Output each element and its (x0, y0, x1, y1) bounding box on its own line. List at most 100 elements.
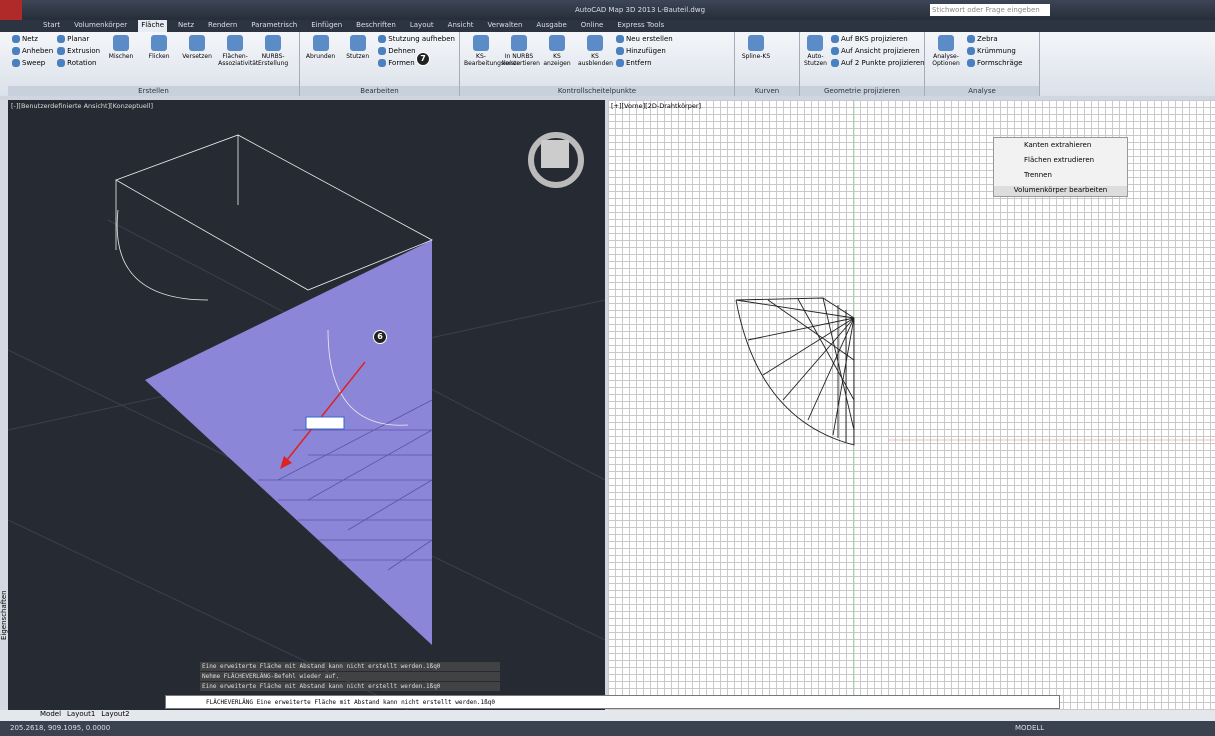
large-button[interactable]: Analyse-Optionen (929, 35, 963, 93)
small-button[interactable]: Rotation (57, 59, 100, 67)
large-button[interactable]: KS ausblenden (578, 35, 613, 93)
button-column: Netz Anheben Sweep (12, 35, 53, 93)
button-label: Versetzen (182, 53, 212, 60)
panel-label: Kurven (735, 86, 799, 96)
large-button[interactable]: NURBS-Erstellung (256, 35, 290, 93)
ribbon-tab[interactable]: Ausgabe (536, 21, 567, 29)
button-label: In NURBS konvertieren (502, 53, 540, 67)
button-label: KS-Bearbeitungsleiste (464, 53, 521, 67)
large-button[interactable]: Auto-Stutzen (804, 35, 827, 93)
button-label: Zebra (977, 35, 998, 43)
button-column: Zebra Krümmung Formschräge (967, 35, 1022, 93)
button-label: Planar (67, 35, 90, 43)
button-label: Netz (22, 35, 38, 43)
ribbon-tab[interactable]: Verwalten (487, 21, 523, 29)
button-label: Dehnen (388, 47, 416, 55)
ribbon-tab[interactable]: Start (43, 21, 61, 29)
panel-item[interactable]: Kanten extrahieren (1024, 141, 1092, 149)
layout-tab[interactable]: Layout2 (101, 710, 130, 718)
small-button[interactable]: Hinzufügen (616, 47, 673, 55)
small-button[interactable]: Auf 2 Punkte projizieren (830, 59, 925, 67)
window-title: AutoCAD Map 3D 2013 L-Bauteil.dwg (575, 6, 706, 14)
history-line: Eine erweiterte Fläche mit Abstand kann … (200, 662, 500, 671)
small-button[interactable]: Krümmung (967, 47, 1022, 55)
large-button[interactable]: In NURBS konvertieren (502, 35, 540, 93)
large-button[interactable]: Versetzen (180, 35, 214, 93)
ribbon-panel: Analyse-Optionen Zebra Krümmung Formschräge… (925, 32, 1040, 96)
viewport-2d[interactable]: [+][Vorne][2D-Drahtkörper] (608, 100, 1215, 710)
ribbon-tab[interactable]: Online (580, 21, 604, 29)
small-button[interactable]: Dehnen (378, 47, 455, 55)
button-label: Auto-Stutzen (804, 53, 827, 67)
small-button[interactable]: Auf BKS projizieren (830, 35, 925, 43)
large-button[interactable]: Flächen-Assoziativität (218, 35, 258, 93)
button-label: Formen (388, 59, 415, 67)
ribbon-tab[interactable]: Volumenkörper (74, 21, 128, 29)
surface (145, 240, 432, 645)
callout: 6 (373, 330, 387, 344)
button-label: Mischen (108, 53, 134, 60)
button-label: Extrusion (67, 47, 101, 55)
large-button[interactable]: Abrunden (304, 35, 337, 93)
history-line: Eine erweiterte Fläche mit Abstand kann … (200, 682, 500, 691)
panel-label: Erstellen (8, 86, 299, 96)
small-button[interactable]: Zebra (967, 35, 1022, 43)
ribbon-tab[interactable]: Einfügen (311, 21, 343, 29)
search-box[interactable]: Stichwort oder Frage eingeben (930, 4, 1050, 16)
ribbon-tab[interactable]: Layout (409, 21, 434, 29)
button-label: Spline-KS (741, 53, 771, 60)
button-label: Sweep (22, 59, 46, 67)
large-button[interactable]: KS-Bearbeitungsleiste (464, 35, 520, 93)
ribbon-tab[interactable]: Beschriften (356, 21, 396, 29)
small-button[interactable]: Neu erstellen (616, 35, 673, 43)
panel-item[interactable]: Trennen (1024, 171, 1052, 179)
viewport-3d[interactable]: [-][Benutzerdefinierte Ansicht][Konzeptu… (8, 100, 605, 710)
button-column: Planar Extrusion Rotation (57, 35, 100, 93)
ribbon-tab[interactable]: Ansicht (447, 21, 474, 29)
ribbon-tab[interactable]: Netz (178, 21, 195, 29)
viewport-label: [+][Vorne][2D-Drahtkörper] (611, 102, 702, 110)
palette-label[interactable]: Eigenschaften (0, 590, 8, 640)
small-button[interactable]: Netz (12, 35, 53, 43)
small-button[interactable]: Entfern (616, 59, 673, 67)
palette-strip: Eigenschaften (0, 100, 8, 710)
app-button[interactable] (0, 0, 22, 20)
small-button[interactable]: Planar (57, 35, 100, 43)
small-button[interactable]: Formen (378, 59, 455, 67)
button-label: Hinzufügen (626, 47, 666, 55)
large-button[interactable]: Mischen (104, 35, 138, 93)
small-button[interactable]: Formschräge (967, 59, 1022, 67)
button-column: Stutzung aufheben Dehnen Formen (378, 35, 455, 93)
large-button[interactable]: KS anzeigen (540, 35, 574, 93)
ribbon-tab[interactable]: Rendern (208, 21, 238, 29)
status-bar: 205.2618, 909.1095, 0.0000 MODELL (0, 721, 1215, 736)
layout-tab[interactable]: Model (40, 710, 62, 718)
ribbon-tab[interactable]: Express Tools (617, 21, 665, 29)
command-line[interactable]: FLÄCHEVERLÄNG Eine erweiterte Fläche mit… (165, 695, 1060, 709)
large-button[interactable]: Spline-KS (739, 35, 773, 93)
panel-item[interactable]: Flächen extrudieren (1024, 156, 1095, 164)
button-label: Anheben (22, 47, 54, 55)
model-space[interactable]: MODELL (1015, 724, 1045, 732)
small-button[interactable]: Anheben (12, 47, 53, 55)
button-label: Rotation (67, 59, 97, 67)
ribbon-tab[interactable]: Fläche (138, 20, 168, 32)
ribbon-tab[interactable]: Parametrisch (251, 21, 298, 29)
small-button[interactable]: Extrusion (57, 47, 100, 55)
command-history: Eine erweiterte Fläche mit Abstand kann … (200, 662, 500, 692)
panel-label: Kontrollscheitelpunkte (460, 86, 734, 96)
ribbon-tabs: Start Volumenkörper Fläche Netz Rendern Param… (0, 20, 1215, 32)
small-button[interactable]: Sweep (12, 59, 53, 67)
ribbon: Netz Anheben Sweep Planar Extrusion Rotation M… (0, 32, 1215, 96)
large-button[interactable]: Stutzen (341, 35, 374, 93)
large-button[interactable]: Flicken (142, 35, 176, 93)
small-button[interactable]: Stutzung aufheben (378, 35, 455, 43)
ribbon-panel: Netz Anheben Sweep Planar Extrusion Rotation M… (8, 32, 300, 96)
small-button[interactable]: Auf Ansicht projizieren (830, 47, 925, 55)
button-label: Krümmung (977, 47, 1016, 55)
layout-tab[interactable]: Layout1 (67, 710, 96, 718)
title-bar: AutoCAD Map 3D 2013 L-Bauteil.dwg Stichw… (0, 0, 1215, 20)
button-label: Flächen-Assoziativität (218, 53, 259, 67)
panel-label: Analyse (925, 86, 1039, 96)
